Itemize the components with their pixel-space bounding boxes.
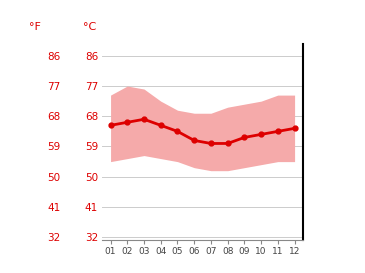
Text: °F: °F [29, 22, 41, 32]
Text: °C: °C [83, 22, 96, 32]
